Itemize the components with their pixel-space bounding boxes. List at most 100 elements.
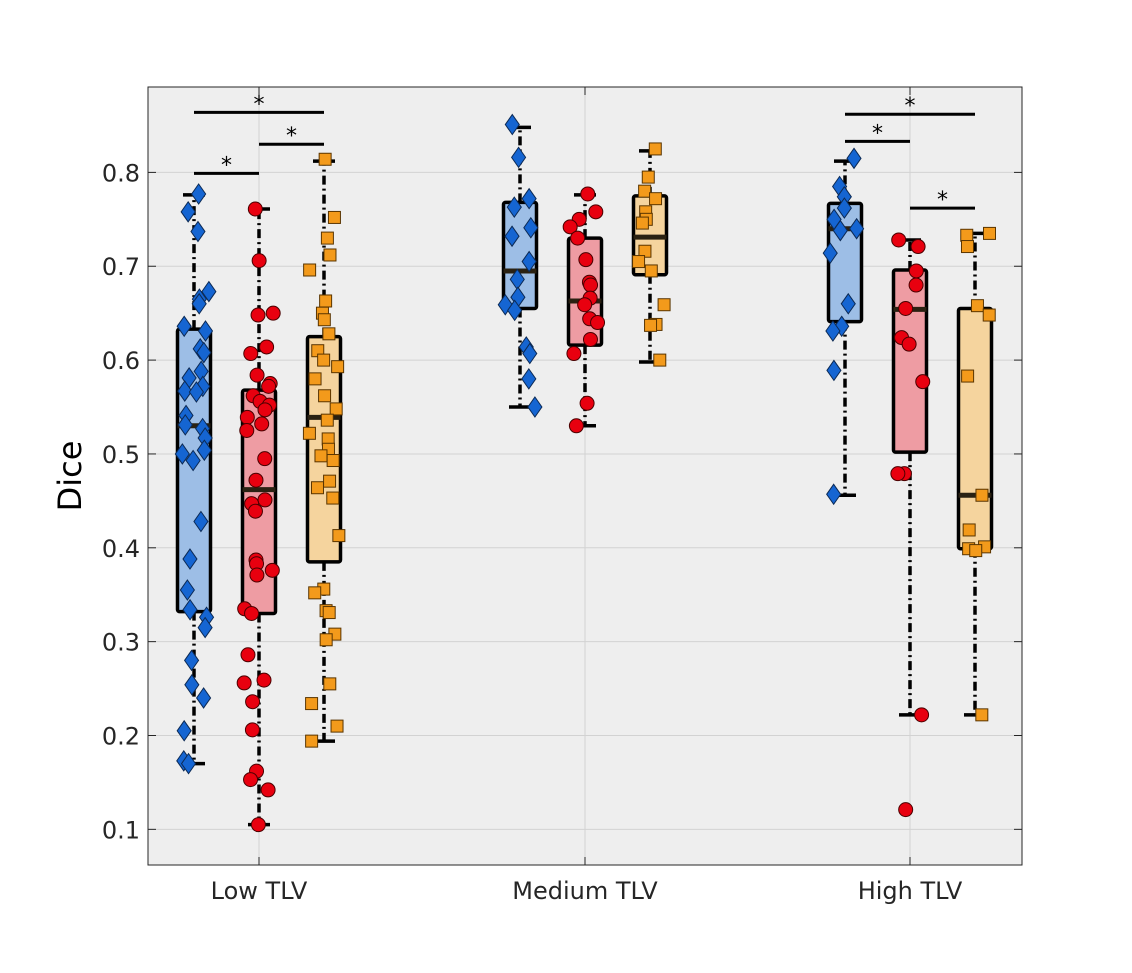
data-point-square [323, 677, 337, 691]
significance-star: * [937, 188, 948, 213]
data-point-square [657, 298, 671, 312]
data-point-square [317, 353, 331, 367]
data-point-square [960, 240, 974, 254]
data-point-circle [256, 672, 272, 688]
data-point-square [303, 263, 317, 277]
iqr-box [956, 306, 994, 551]
data-point-square [644, 318, 658, 332]
data-point-diamond [180, 200, 196, 223]
data-point-square [308, 372, 322, 386]
data-point-square [326, 454, 340, 468]
data-point-circle [579, 395, 595, 411]
data-point-circle [898, 802, 914, 818]
data-point-diamond [836, 197, 852, 219]
box-1-1 [562, 186, 606, 434]
data-point-square [326, 491, 340, 505]
data-point-circle [562, 219, 578, 235]
data-point-circle [261, 378, 277, 394]
data-point-circle [236, 675, 252, 691]
data-point-circle [570, 230, 586, 246]
data-point-square [322, 606, 336, 620]
data-point-diamond [182, 548, 198, 570]
significance-star: * [905, 94, 916, 119]
y-tick-label: 0.1 [102, 816, 140, 844]
data-point-circle [247, 201, 263, 217]
box-1-2 [631, 142, 671, 367]
data-point-circle [244, 722, 260, 738]
box-0-0 [174, 183, 217, 775]
x-tick-label: High TLV [858, 877, 963, 905]
data-point-square [961, 369, 975, 383]
data-point-diamond [196, 341, 212, 364]
data-point-circle [908, 263, 924, 279]
data-point-square [970, 299, 984, 313]
data-point-diamond [191, 183, 207, 205]
significance-star: * [286, 124, 297, 149]
y-axis-label: Dice [51, 441, 89, 512]
data-point-square [635, 216, 649, 230]
data-point-diamond [522, 342, 538, 365]
data-point-diamond [177, 413, 193, 436]
iqr-box [891, 268, 929, 454]
data-point-circle [248, 472, 264, 488]
data-point-diamond [826, 483, 842, 506]
data-point-diamond [197, 616, 213, 639]
data-point-square [327, 210, 341, 224]
data-point-square [317, 313, 331, 327]
data-point-diamond [197, 320, 214, 342]
data-point-circle [910, 239, 926, 255]
data-point-square [323, 248, 337, 262]
data-point-square [302, 426, 316, 440]
data-point-diamond [188, 381, 205, 403]
box-0-2 [302, 152, 346, 748]
data-point-circle [914, 707, 930, 723]
data-point-diamond [179, 579, 195, 601]
box-2-1 [890, 232, 931, 818]
y-tick-label: 0.2 [102, 722, 140, 750]
data-point-circle [568, 418, 584, 434]
data-point-diamond [521, 367, 537, 390]
data-point-diamond [191, 292, 207, 315]
data-point-circle [250, 307, 266, 323]
data-point-circle [239, 409, 255, 425]
data-point-diamond [180, 752, 197, 775]
box-2-2 [956, 226, 997, 722]
data-point-circle [244, 605, 260, 621]
data-point-square [962, 523, 976, 537]
data-point-diamond [504, 225, 520, 248]
data-point-square [320, 413, 334, 427]
data-point-diamond [184, 673, 200, 696]
significance-star: * [872, 121, 883, 146]
significance-star: * [221, 153, 232, 178]
data-point-diamond [176, 315, 192, 338]
data-point-square [653, 353, 667, 367]
data-point-circle [578, 252, 594, 268]
data-point-circle [566, 346, 582, 362]
data-point-diamond [183, 649, 200, 672]
data-point-square [323, 474, 337, 488]
significance-bars: * * * * * * [194, 92, 975, 213]
data-point-square [308, 586, 322, 600]
data-point-diamond [523, 216, 539, 239]
data-point-square [329, 402, 343, 416]
x-axis-ticks: Low TLV Medium TLV High TLV [211, 87, 963, 905]
data-point-circle [901, 336, 917, 352]
box-1-0 [497, 113, 543, 418]
y-tick-label: 0.6 [102, 347, 140, 375]
data-point-circle [249, 367, 265, 383]
y-tick-label: 0.4 [102, 535, 140, 563]
data-point-circle [577, 297, 593, 313]
data-point-circle [249, 567, 265, 583]
data-point-diamond [201, 280, 217, 303]
data-point-square [638, 184, 652, 198]
data-point-diamond [504, 113, 520, 136]
data-point-circle [247, 503, 263, 519]
data-point-circle [257, 492, 273, 508]
plot-frame [147, 86, 1023, 866]
data-point-circle [251, 253, 267, 269]
data-point-diamond [193, 510, 209, 533]
data-point-circle [891, 232, 907, 248]
x-tick-label: Medium TLV [512, 877, 658, 905]
data-point-circle [245, 694, 261, 710]
